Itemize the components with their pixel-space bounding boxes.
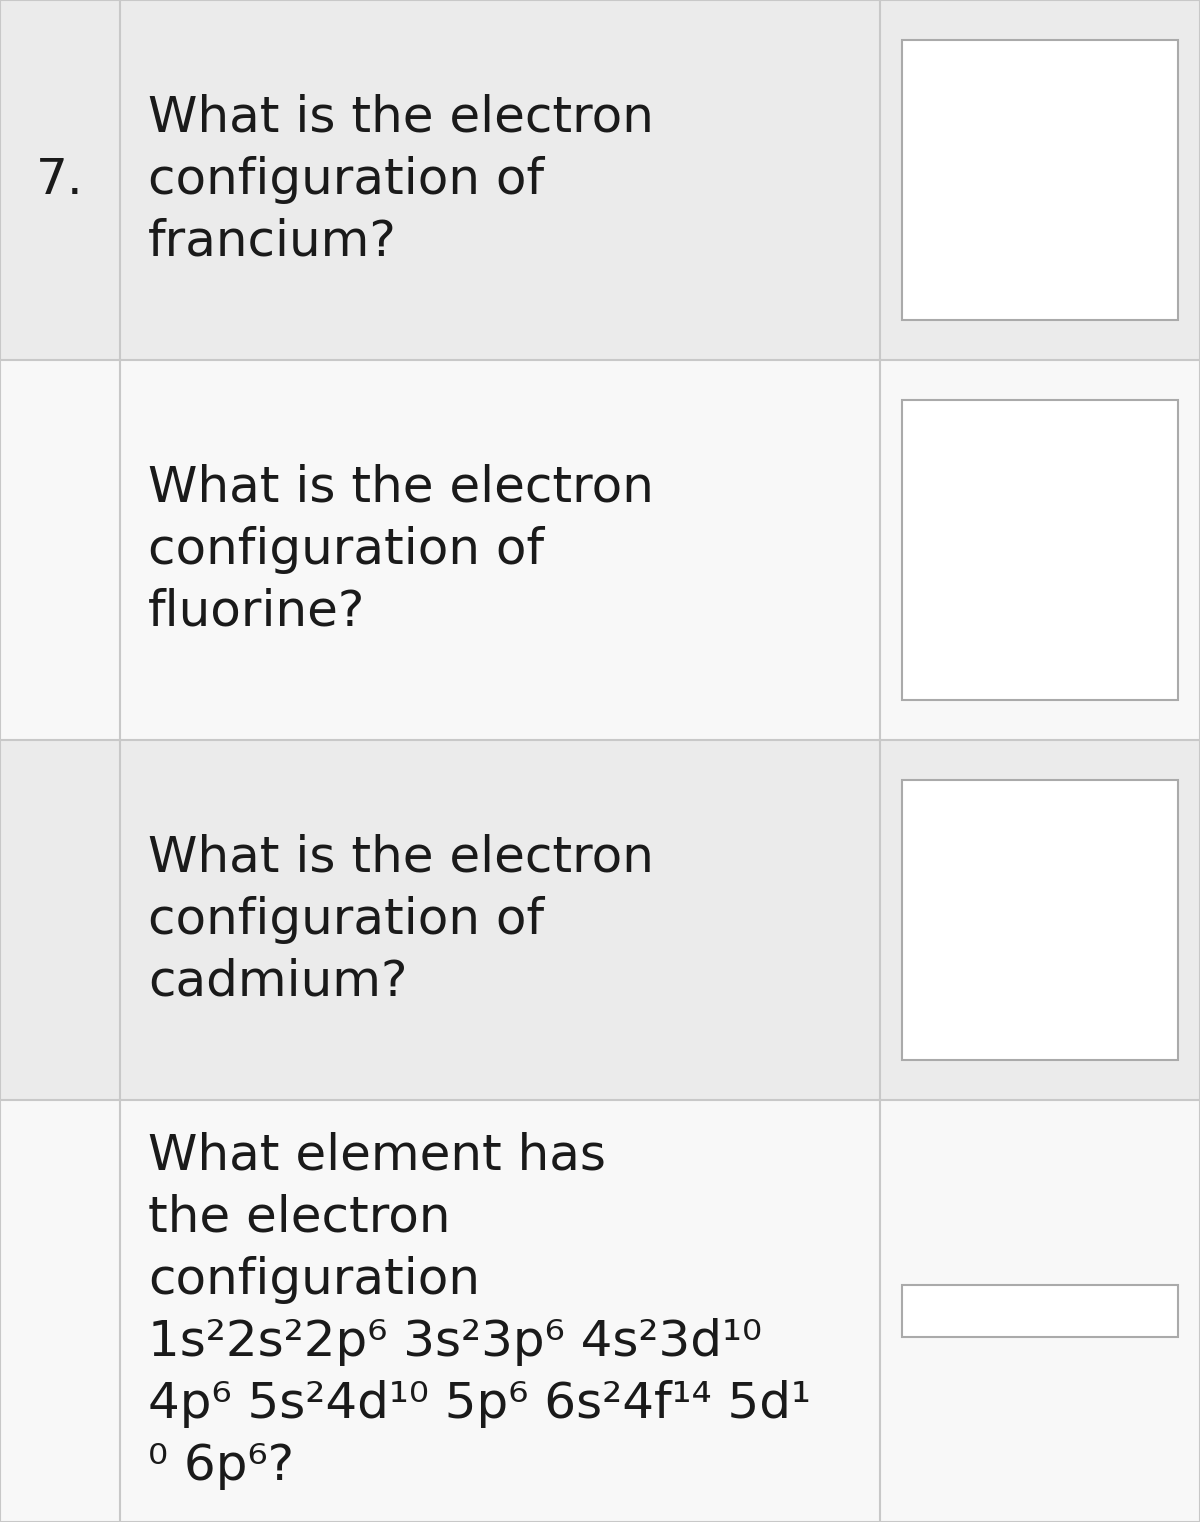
Text: the electron: the electron	[148, 1193, 450, 1242]
Text: What element has: What element has	[148, 1132, 606, 1180]
Text: What is the electron: What is the electron	[148, 94, 654, 142]
Text: ⁰ 6p⁶?: ⁰ 6p⁶?	[148, 1441, 294, 1490]
Bar	[0, 1100, 1200, 1522]
Text: cadmium?: cadmium?	[148, 957, 408, 1006]
Text: configuration of: configuration of	[148, 155, 544, 204]
Text: 1s²2s²2p⁶ 3s²3p⁶ 4s²3d¹⁰: 1s²2s²2p⁶ 3s²3p⁶ 4s²3d¹⁰	[148, 1318, 762, 1367]
Text: configuration of: configuration of	[148, 527, 544, 574]
Text: 7.: 7.	[36, 155, 84, 204]
Text: fluorine?: fluorine?	[148, 587, 365, 636]
Bar	[902, 779, 1178, 1059]
Text: What is the electron: What is the electron	[148, 464, 654, 511]
Text: configuration of: configuration of	[148, 896, 544, 944]
Bar	[902, 1285, 1178, 1336]
Text: 4p⁶ 5s²4d¹⁰ 5p⁶ 6s²4f¹⁴ 5d¹: 4p⁶ 5s²4d¹⁰ 5p⁶ 6s²4f¹⁴ 5d¹	[148, 1380, 811, 1428]
Bar	[0, 361, 1200, 740]
Bar	[902, 40, 1178, 320]
Text: configuration: configuration	[148, 1256, 480, 1304]
Text: francium?: francium?	[148, 218, 397, 266]
Bar	[0, 0, 1200, 361]
Text: What is the electron: What is the electron	[148, 834, 654, 883]
Bar	[0, 740, 1200, 1100]
Bar	[902, 400, 1178, 700]
